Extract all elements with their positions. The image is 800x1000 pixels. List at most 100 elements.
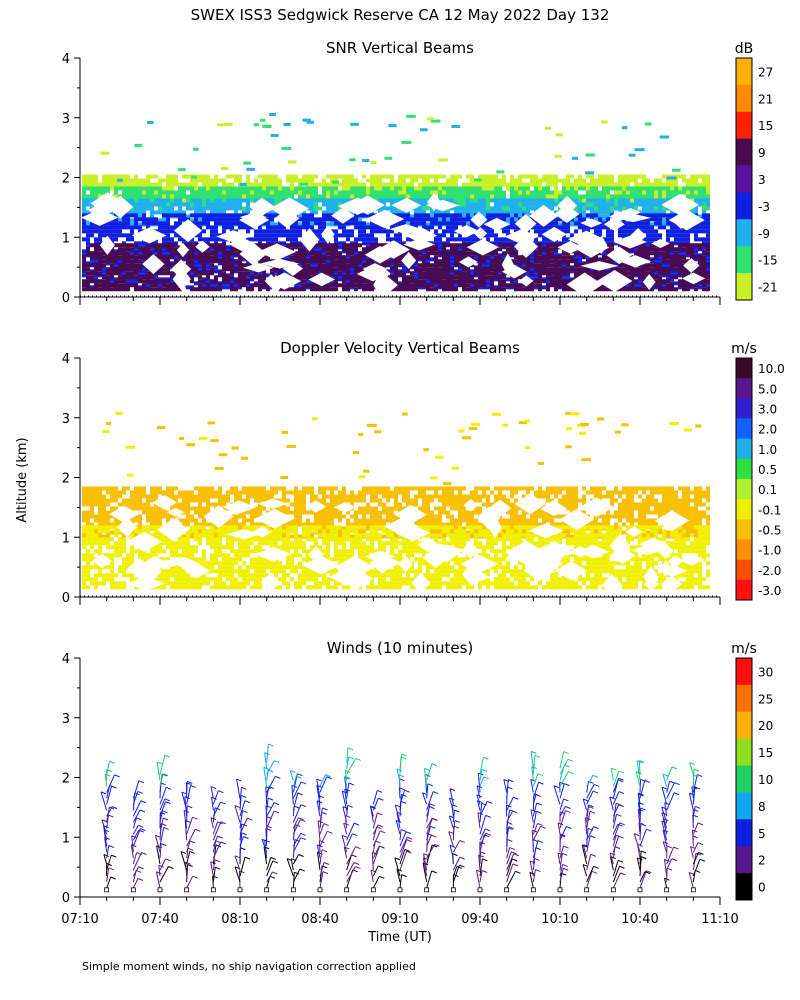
band-cell (406, 195, 410, 199)
band-cell (198, 175, 202, 179)
band-cell (174, 213, 178, 217)
band-cell (334, 198, 338, 202)
band-cell (646, 221, 650, 225)
band-cell (394, 186, 398, 190)
band-cell (550, 190, 554, 194)
band-cell (630, 175, 634, 179)
band-cell (134, 267, 138, 271)
band-cell (318, 225, 322, 229)
band-cell (426, 194, 430, 198)
band-cell (662, 183, 666, 187)
band-cell (178, 213, 182, 217)
band-cell (162, 198, 166, 202)
band-cell (606, 229, 610, 233)
band-cell (686, 186, 690, 190)
band-cell (106, 271, 110, 275)
band-cell (170, 237, 174, 241)
band-cell (482, 210, 486, 214)
band-cell (222, 229, 226, 233)
band-cell (674, 229, 678, 233)
band-cell (566, 183, 570, 187)
band-cell (658, 194, 662, 198)
band-cell (114, 279, 118, 283)
band-cell (138, 247, 142, 251)
band-cell (374, 225, 378, 229)
band-cell (706, 187, 710, 191)
band-cell (178, 198, 182, 202)
band-cell (578, 175, 582, 179)
band-cell (598, 190, 602, 194)
band-cell (114, 267, 118, 271)
band-cell (610, 198, 614, 202)
band-cell (490, 198, 494, 202)
band-cell (454, 221, 458, 225)
band-cell (126, 259, 130, 263)
band-cell (606, 179, 610, 183)
band-cell (666, 194, 670, 198)
band-cell (402, 183, 406, 187)
band-cell (670, 190, 674, 194)
band-cell (86, 225, 90, 229)
band-cell (174, 221, 178, 225)
band-cell (386, 237, 390, 241)
band-cell (262, 187, 266, 191)
band-cell (358, 194, 362, 198)
band-cell (110, 187, 114, 191)
band-cell (162, 179, 166, 183)
band-cell (170, 202, 174, 206)
band-cell (642, 186, 646, 190)
band-cell (478, 194, 482, 198)
band-cell (94, 263, 98, 267)
band-cell (310, 217, 314, 221)
band-cell (246, 206, 250, 210)
band-cell (602, 190, 606, 194)
band-cell (394, 194, 398, 198)
band-cell (450, 217, 454, 221)
band-cell (602, 210, 606, 214)
band-cell (470, 210, 474, 214)
band-cell (650, 213, 654, 217)
band-cell (286, 237, 290, 241)
band-cell (534, 202, 538, 206)
band-cell (394, 183, 398, 187)
band-cell (246, 225, 250, 229)
band-cell (98, 255, 102, 259)
band-cell (382, 206, 386, 210)
band-cell (386, 183, 390, 187)
band-cell (446, 213, 450, 217)
band-cell (186, 183, 190, 187)
band-cell (326, 202, 330, 206)
band-cell (238, 190, 242, 194)
band-cell (126, 221, 130, 225)
band-cell (86, 279, 90, 283)
band-cell (350, 229, 354, 233)
band-cell (494, 190, 498, 194)
band-cell (706, 191, 710, 195)
band-cell (542, 186, 546, 190)
band-cell (302, 217, 306, 221)
band-cell (254, 233, 258, 237)
band-cell (238, 206, 242, 210)
band-cell (230, 225, 234, 229)
band-cell (258, 233, 262, 237)
band-cell (130, 190, 134, 194)
band-cell (134, 217, 138, 221)
band-cell (222, 179, 226, 183)
band-cell (422, 194, 426, 198)
band-cell (110, 229, 114, 233)
band-cell (230, 175, 234, 179)
band-cell (130, 283, 134, 287)
band-cell (538, 190, 542, 194)
band-cell (646, 206, 650, 210)
band-cell (446, 179, 450, 183)
band-cell (194, 187, 198, 191)
band-cell (654, 202, 658, 206)
band-cell (198, 213, 202, 217)
band-cell (126, 186, 130, 190)
band-cell (150, 186, 154, 190)
band-cell (326, 175, 330, 179)
band-cell (346, 179, 350, 183)
band-cell (114, 183, 118, 187)
band-cell (658, 213, 662, 217)
band-cell (662, 218, 666, 222)
